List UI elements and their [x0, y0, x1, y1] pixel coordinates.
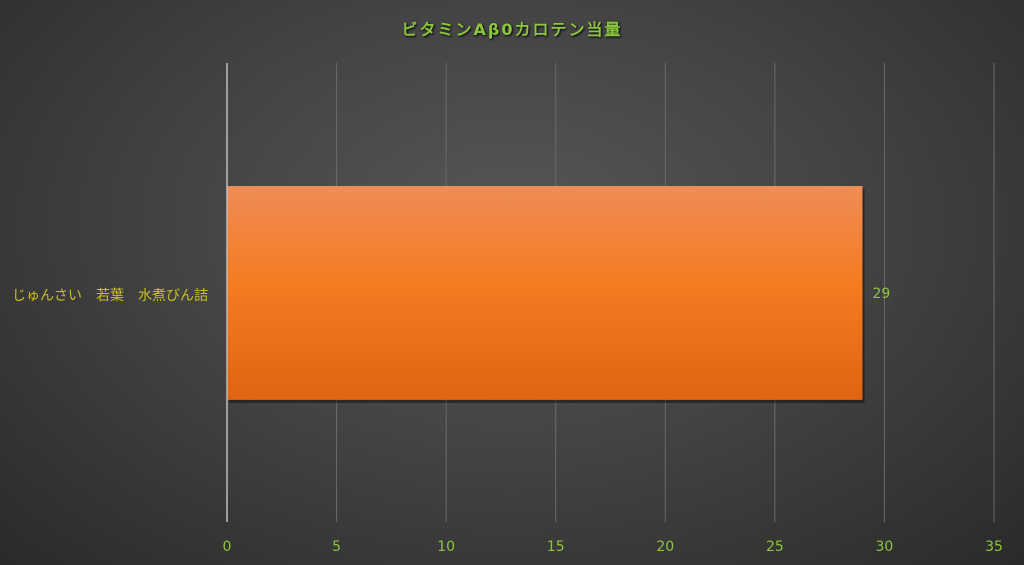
x-tick-label: 15 [547, 539, 565, 555]
data-label: 29 [873, 286, 891, 302]
category-label: じゅんさい 若葉 水煮びん詰 [12, 288, 208, 304]
x-tick-label: 20 [656, 539, 674, 555]
x-tick-label: 35 [985, 539, 1003, 555]
x-tick-label: 0 [223, 539, 232, 555]
bar [227, 186, 863, 400]
x-tick-label: 5 [332, 539, 341, 555]
x-tick-label: 25 [766, 539, 784, 555]
x-tick-label: 10 [437, 539, 455, 555]
chart-title: ビタミンAβ0カロテン当量 [401, 20, 623, 39]
x-tick-label: 30 [876, 539, 894, 555]
